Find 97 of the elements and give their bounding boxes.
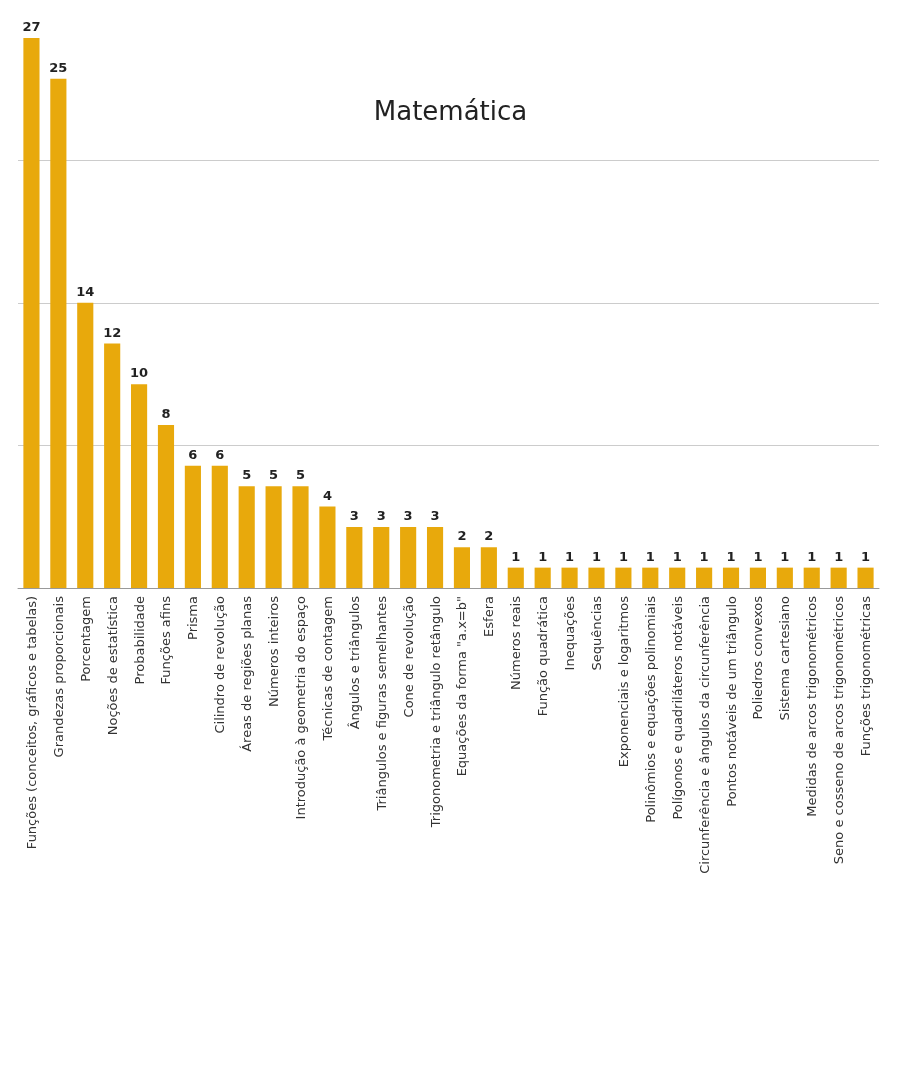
- text: Matemática: [373, 96, 528, 126]
- x-tick-label: Medidas de arcos trigonométricos: [804, 595, 820, 817]
- bar: [238, 486, 255, 588]
- bar: [131, 384, 148, 588]
- data-label: 4: [322, 487, 332, 503]
- bar: [292, 486, 309, 588]
- data-label: 2: [457, 528, 467, 544]
- bar: [104, 343, 121, 588]
- bar: [184, 465, 201, 588]
- bar: [722, 567, 740, 588]
- bar: [642, 567, 659, 588]
- data-label: 1: [807, 548, 817, 564]
- data-label: 6: [215, 446, 225, 462]
- x-tick-label: Poliedros convexos: [750, 595, 766, 720]
- x-tick-label: Polinômios e equações polinomiais: [642, 595, 658, 823]
- bar: [157, 425, 175, 588]
- bar: [776, 567, 793, 588]
- x-tick-label: Cone de revolução: [400, 595, 416, 718]
- data-label: 5: [295, 467, 306, 483]
- bar: [588, 567, 605, 588]
- bar: [319, 506, 336, 588]
- x-tick-label: Funções trigonométricas: [858, 595, 874, 757]
- x-tick-label: Números inteiros: [266, 595, 282, 707]
- x-tick-label: Exponenciais e logaritmos: [615, 595, 631, 768]
- bar: [534, 567, 551, 588]
- data-label: 8: [161, 406, 171, 422]
- bar: [830, 567, 847, 588]
- data-label: 12: [103, 324, 122, 340]
- data-label: 1: [511, 548, 521, 564]
- bar: [615, 567, 632, 588]
- bar: [561, 567, 578, 588]
- x-tick-label: Cilindro de revolução: [212, 595, 228, 734]
- x-tick-label: Ângulos e triângulos: [346, 595, 362, 730]
- data-label: 1: [538, 548, 548, 564]
- data-label: 10: [130, 365, 149, 381]
- data-label: 5: [269, 467, 279, 483]
- bar: [507, 567, 524, 588]
- data-label: 1: [618, 548, 628, 564]
- x-tick-label: Grandezas proporcionais: [50, 595, 66, 758]
- x-tick-label: Noções de estatística: [104, 596, 120, 736]
- x-tick-label: Polígonos e quadriláteros notáveis: [669, 595, 685, 820]
- data-label: 1: [591, 548, 602, 564]
- data-label: 1: [753, 548, 763, 564]
- data-label: 6: [188, 446, 198, 462]
- x-tick-label: Função quadrática: [535, 596, 551, 717]
- data-label: 1: [699, 548, 709, 564]
- x-tick-label: Sistema cartesiano: [777, 595, 793, 721]
- data-label: 1: [861, 548, 871, 564]
- x-tick-label: Triângulos e figuras semelhantes: [373, 595, 389, 812]
- bar: [23, 38, 40, 588]
- x-tick-label: Áreas de regiões planas: [239, 595, 255, 752]
- bar: [669, 567, 686, 588]
- data-label: 14: [76, 283, 95, 299]
- data-label: 1: [726, 548, 736, 564]
- data-label: 1: [645, 548, 655, 564]
- data-label: 3: [403, 507, 413, 523]
- x-tick-label: Trigonometria e triângulo retângulo: [427, 595, 443, 829]
- data-label: 1: [834, 548, 844, 564]
- bar: [373, 526, 390, 588]
- bar: [480, 547, 497, 588]
- data-label: 5: [242, 467, 252, 483]
- x-tick-label: Prisma: [185, 596, 201, 640]
- x-tick-label: Probabilidade: [131, 596, 147, 685]
- x-tick-label: Técnicas de contagem: [319, 596, 335, 742]
- x-tick-label: Equações da forma "a.x=b": [454, 596, 470, 777]
- bar: [803, 567, 820, 588]
- bar: [426, 526, 444, 588]
- x-tick-label: Funções afins: [158, 595, 174, 685]
- data-label: 1: [565, 548, 575, 564]
- bar: [696, 567, 713, 588]
- data-label: 3: [376, 507, 386, 523]
- x-tick-label: Pontos notáveis de um triângulo: [723, 595, 739, 807]
- data-label: 2: [484, 528, 494, 544]
- bar: [749, 567, 766, 588]
- x-tick-label: Introdução à geometria do espaço: [293, 595, 309, 820]
- bar: [400, 526, 417, 588]
- bar: [265, 486, 282, 588]
- x-tick-label: Números reais: [508, 595, 524, 690]
- bar: [211, 465, 228, 588]
- data-label: 3: [430, 507, 440, 523]
- x-tick-label: Inequações: [562, 595, 578, 671]
- x-tick-label: Porcentagem: [77, 596, 93, 682]
- bar: [857, 567, 874, 588]
- bar: [77, 302, 94, 588]
- x-tick-label: Seno e cosseno de arcos trigonométricos: [831, 595, 847, 865]
- data-label: 25: [49, 59, 68, 75]
- bar: [346, 526, 363, 588]
- data-label: 3: [349, 507, 359, 523]
- x-tick-label: Sequências: [588, 595, 604, 671]
- x-tick-label: Funções (conceitos, gráficos e tabelas): [23, 596, 39, 850]
- bar: [453, 547, 471, 588]
- data-label: 1: [672, 548, 682, 564]
- x-tick-label: Esfera: [481, 596, 497, 637]
- data-label: 27: [22, 19, 41, 34]
- data-label: 1: [780, 548, 790, 564]
- bar: [50, 78, 67, 588]
- x-tick-label: Circunferência e ângulos da circunferência: [696, 596, 712, 874]
